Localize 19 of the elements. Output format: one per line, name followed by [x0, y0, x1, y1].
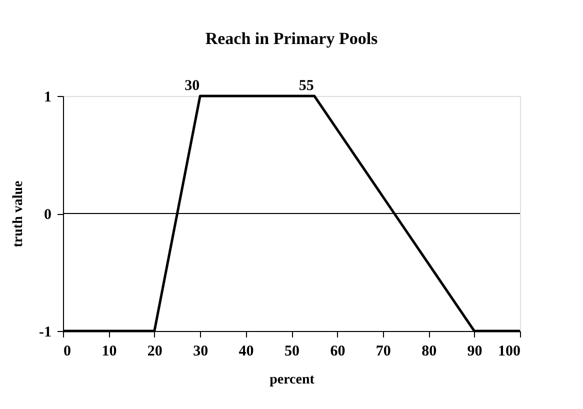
annotation: 30 [184, 78, 200, 94]
y-axis-title: truth value [11, 180, 26, 248]
chart-title: Reach in Primary Pools [205, 29, 378, 48]
x-tick-label: 80 [422, 344, 437, 360]
x-tick-label: 90 [467, 344, 482, 360]
x-tick-label: 60 [330, 344, 346, 360]
x-tick-label: 70 [376, 344, 391, 360]
x-tick-label: 100 [498, 344, 520, 360]
y-tick-label: 1 [44, 90, 52, 106]
x-tick-label: 0 [64, 344, 71, 360]
y-tick-label: 0 [44, 207, 52, 223]
x-tick-label: 30 [193, 344, 208, 360]
x-tick-label: 10 [102, 344, 117, 360]
x-tick-label: 40 [238, 344, 254, 360]
y-tick-label: -1 [39, 324, 52, 340]
x-tick-label: 50 [284, 344, 300, 360]
x-tick-label: 20 [147, 344, 162, 360]
x-axis-title: percent [270, 372, 315, 388]
annotation: 55 [298, 78, 314, 94]
